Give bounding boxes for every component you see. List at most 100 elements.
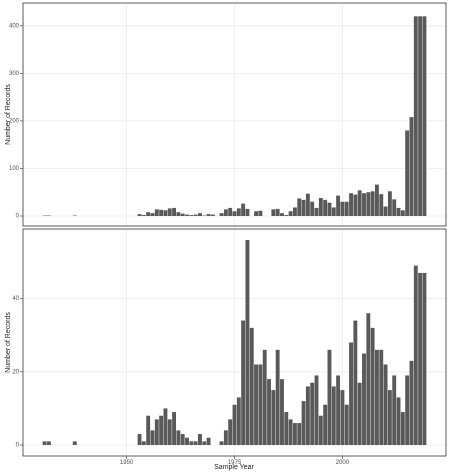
bar [374, 184, 379, 217]
x-axis-title: Sample Year [214, 464, 254, 471]
bar [362, 353, 366, 446]
bar [249, 327, 254, 446]
bar [146, 212, 151, 217]
bar [379, 349, 384, 446]
bar [353, 320, 358, 446]
panel-border [22, 2, 447, 227]
bar [288, 211, 293, 217]
bar [254, 364, 259, 446]
bar [400, 210, 405, 217]
bar [374, 349, 379, 446]
x-tick-label: 2000 [336, 460, 350, 466]
bar [241, 203, 246, 217]
bar [202, 441, 207, 446]
bar [370, 327, 375, 446]
bar [413, 265, 418, 446]
bar [206, 214, 211, 217]
bar [137, 214, 142, 217]
bar [275, 208, 280, 217]
bar [141, 215, 146, 217]
bar [366, 192, 371, 217]
bar [379, 194, 384, 217]
bar [284, 412, 289, 446]
y-tick-label: 0 [16, 214, 20, 220]
bar [193, 214, 198, 217]
bar [189, 441, 194, 446]
bar [405, 130, 410, 217]
bar [392, 375, 397, 446]
bar [357, 382, 362, 446]
bar [219, 441, 224, 446]
bar [353, 194, 358, 217]
bar [349, 342, 353, 446]
bar [254, 211, 259, 217]
bar [331, 207, 336, 217]
bar [176, 430, 181, 446]
y-axis-title: Number of Records [5, 84, 12, 145]
bar [405, 375, 410, 446]
bar [349, 193, 353, 217]
bar [310, 201, 315, 217]
bar [154, 419, 159, 446]
bar [172, 412, 177, 446]
x-tick-label: 1950 [120, 460, 134, 466]
bar [387, 390, 392, 446]
bar [318, 197, 323, 217]
bar [198, 213, 202, 217]
bar [344, 201, 349, 217]
bar [396, 397, 401, 446]
bar [392, 199, 397, 217]
bar [314, 375, 319, 446]
bar [336, 375, 341, 446]
bar [305, 193, 310, 217]
bar [362, 193, 366, 217]
bar [357, 190, 362, 217]
bar [280, 379, 284, 446]
y-tick-label: 100 [9, 166, 20, 172]
bar [413, 16, 418, 217]
bar [292, 207, 297, 217]
bar [167, 208, 172, 217]
bar [327, 349, 332, 446]
bar [232, 211, 237, 217]
y-tick-label: 300 [9, 71, 20, 77]
bar [280, 213, 284, 217]
bar [223, 209, 228, 217]
bar [288, 419, 293, 446]
bar [72, 441, 77, 446]
bar [172, 207, 177, 217]
bar [198, 434, 202, 446]
bar [154, 209, 159, 217]
bar [409, 117, 414, 217]
bar [146, 415, 151, 446]
bar [305, 386, 310, 446]
bar [318, 415, 323, 446]
y-axis-title: Number of Records [5, 312, 12, 373]
bar [409, 360, 414, 446]
bar [396, 207, 401, 217]
bar [301, 199, 306, 217]
bar [284, 215, 289, 217]
bar [383, 364, 388, 446]
y-tick-label: 0 [16, 443, 20, 449]
bar [236, 397, 241, 446]
bar [314, 207, 319, 217]
bar [163, 408, 168, 446]
bar [271, 209, 276, 217]
bar [262, 349, 267, 446]
bar [267, 379, 271, 446]
x-tick-label: 1975 [228, 460, 242, 466]
bar [236, 208, 241, 217]
bar [258, 364, 263, 446]
bar [180, 213, 185, 217]
y-tick-label: 40 [12, 296, 19, 302]
bar [271, 390, 276, 446]
bar [387, 191, 392, 217]
bar [336, 195, 341, 217]
bar [150, 213, 155, 217]
bar [310, 382, 315, 446]
bar [292, 423, 297, 446]
bar [331, 386, 336, 446]
bar [163, 210, 168, 217]
